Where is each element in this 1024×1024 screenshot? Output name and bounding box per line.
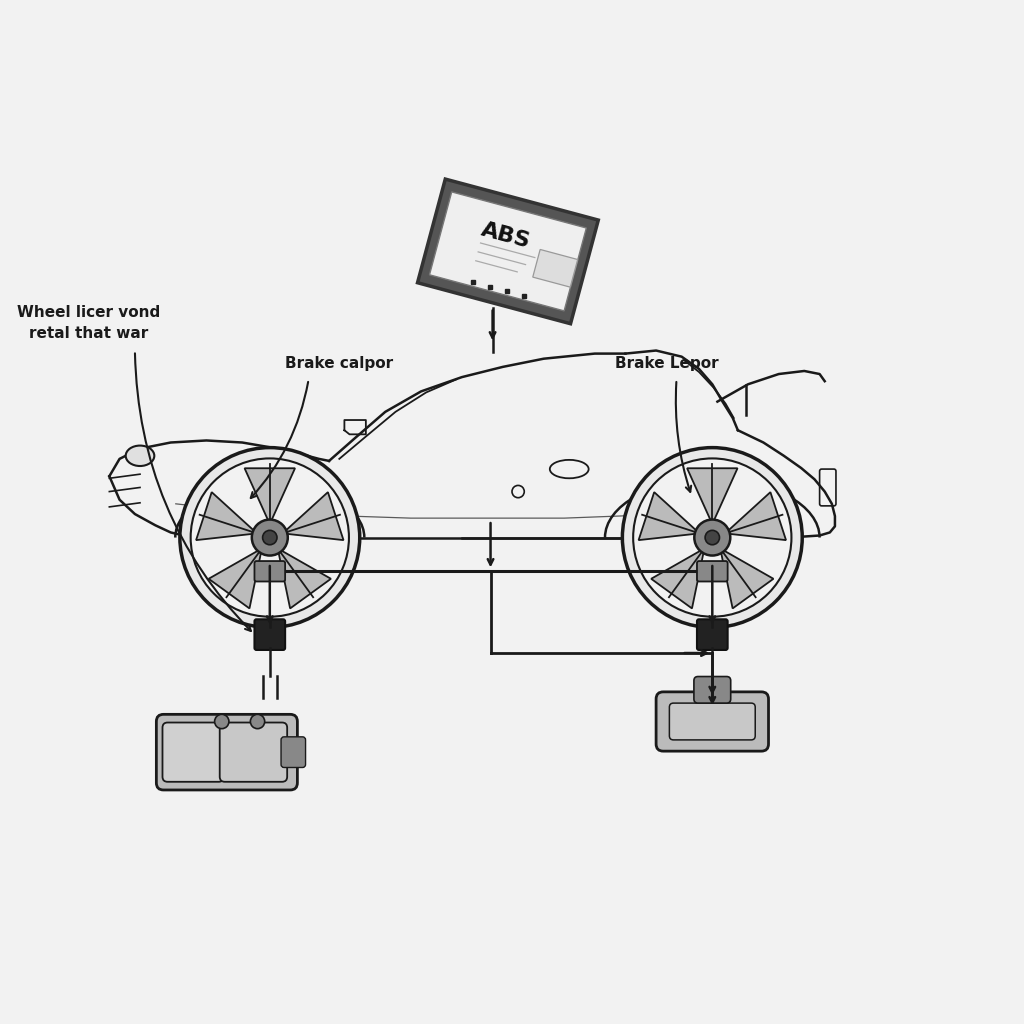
Circle shape <box>262 530 276 545</box>
Circle shape <box>694 519 730 556</box>
Polygon shape <box>720 549 773 608</box>
FancyBboxPatch shape <box>697 620 728 650</box>
Polygon shape <box>278 549 331 608</box>
FancyBboxPatch shape <box>220 723 287 781</box>
FancyBboxPatch shape <box>697 561 728 582</box>
Polygon shape <box>651 549 705 608</box>
Circle shape <box>623 447 802 628</box>
Polygon shape <box>687 468 737 524</box>
Polygon shape <box>532 250 578 287</box>
FancyBboxPatch shape <box>163 723 224 781</box>
Circle shape <box>180 447 359 628</box>
FancyBboxPatch shape <box>670 703 756 740</box>
Ellipse shape <box>126 445 155 466</box>
Polygon shape <box>418 179 598 324</box>
Circle shape <box>190 459 349 616</box>
Text: Brake Lepor: Brake Lepor <box>614 356 718 372</box>
Polygon shape <box>245 468 295 524</box>
Circle shape <box>706 530 720 545</box>
FancyBboxPatch shape <box>281 737 305 768</box>
Polygon shape <box>725 493 786 540</box>
Text: Wheel licer vond
retal that war: Wheel licer vond retal that war <box>17 305 161 341</box>
FancyBboxPatch shape <box>255 620 285 650</box>
Circle shape <box>251 715 264 729</box>
Text: Brake calpor: Brake calpor <box>286 356 393 372</box>
FancyBboxPatch shape <box>157 715 297 790</box>
Polygon shape <box>283 493 343 540</box>
Polygon shape <box>429 191 587 311</box>
Polygon shape <box>639 493 699 540</box>
Text: ABS: ABS <box>479 220 534 252</box>
FancyBboxPatch shape <box>694 677 731 703</box>
FancyBboxPatch shape <box>255 561 285 582</box>
Circle shape <box>633 459 792 616</box>
Circle shape <box>252 519 288 556</box>
FancyBboxPatch shape <box>656 692 768 752</box>
Polygon shape <box>209 549 262 608</box>
Circle shape <box>215 715 229 729</box>
Polygon shape <box>197 493 257 540</box>
